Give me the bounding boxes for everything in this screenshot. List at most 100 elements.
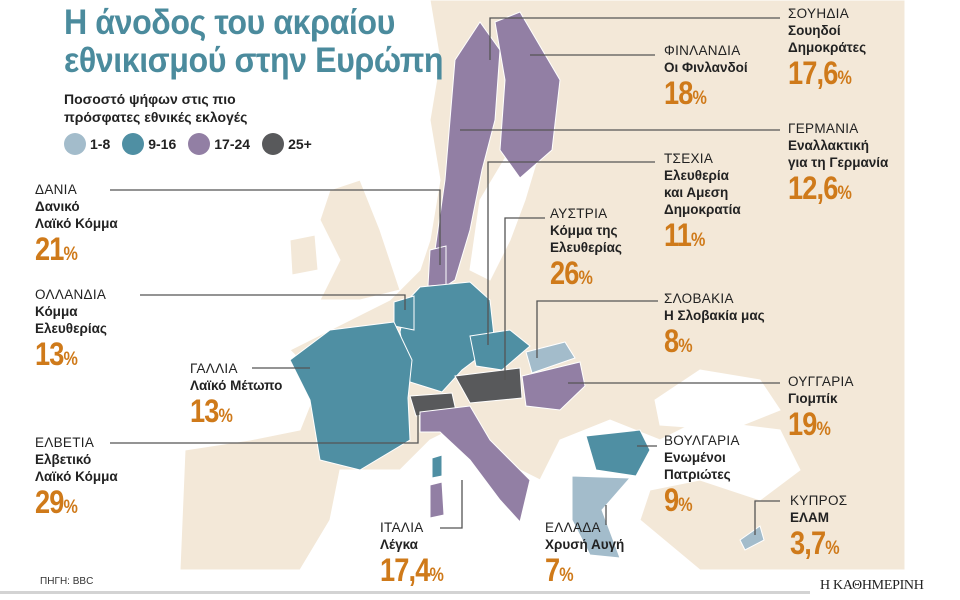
subtitle-line: πρόσφατες εθνικές εκλογές [64,109,248,125]
country-name: ΚΥΠΡΟΣ [790,493,848,508]
legend-label: 9-16 [148,136,177,152]
country-label: ΓΑΛΛΙΑ Λαϊκό Μέτωπο 13% [190,360,282,434]
vote-share: 11% [664,218,729,258]
party-name: Λαϊκό Μέτωπο [190,378,283,393]
legend-swatch [262,133,285,155]
country-name: ΟΥΓΓΑΡΙΑ [788,374,854,389]
finland-shape [494,11,561,179]
corsica-shape [431,454,443,479]
vote-unit: % [578,268,593,289]
bulgaria-shape [585,429,651,477]
vote-share: 13% [190,394,269,434]
footer-rule [0,591,810,594]
country-label: ΙΤΑΛΙΑ Λέγκα 17,4% [380,519,454,593]
vote-unit: % [678,336,692,357]
country-name: ΔΑΝΙΑ [35,182,78,197]
country-label: ΓΕΡΜΑΝΙΑ Εναλλακτική για τη Γερμανία 12,6% [788,120,888,211]
vote-value: 21 [35,231,64,267]
sea-black [654,369,781,431]
vote-share: 18% [664,76,735,116]
legend: 1-8 9-16 17-24 25+ [64,133,318,155]
legend-item: 25+ [262,133,312,155]
country-name: ΓΑΛΛΙΑ [190,361,238,376]
title-line: εθνικισμού στην Ευρώπη [64,41,444,80]
country-label: ΚΥΠΡΟΣ ΕΛΑΜ 3,7% [790,492,847,566]
denmark-shape [427,245,447,287]
party-name: Πατριώτες [664,467,731,482]
vote-unit: % [825,538,839,559]
vote-unit: % [691,230,705,251]
country-label: ΕΛΛΑΔΑ Χρυσή Αυγή 7% [545,519,624,593]
vote-share: 17,6% [788,56,854,96]
italy-shape [419,405,531,524]
legend-label: 17-24 [214,136,251,152]
leader-cyprus [754,500,780,535]
party-name: και Αμεση [664,185,729,200]
page-title: Η άνοδος του ακραίου εθνικισμού στην Ευρ… [64,3,444,80]
legend-swatch [188,133,211,155]
vote-value: 13 [190,393,219,429]
country-name: ΓΕΡΜΑΝΙΑ [788,121,859,136]
country-label: ΒΟΥΛΓΑΡΙΑ Ενωμένοι Πατριώτες 9% [664,432,740,523]
country-label: ΣΛΟΒΑΚΙΑ Η Σλοβακία μας 8% [664,290,765,364]
party-name: Δανικό [35,199,80,214]
country-label: ΟΥΓΓΑΡΙΑ Γιομπίκ 19% [788,373,854,447]
leader-sweden [489,17,780,60]
vote-value: 8 [664,323,679,359]
party-name: Γιομπίκ [788,391,838,406]
country-name: ΕΛΒΕΤΙΑ [35,435,95,450]
leader-italy [440,480,463,529]
legend-label: 1-8 [90,136,111,152]
vote-value: 12,6 [788,170,838,206]
party-name: Λαϊκό Κόμμα [35,469,118,484]
party-name: Ελευθερίας [35,321,107,336]
sweden-shape [434,21,501,291]
vote-share: 9% [664,483,728,523]
france-shape [289,321,413,471]
vote-share: 29% [35,485,105,525]
country-label: ΤΣΕΧΙΑ Ελευθερία και Αμεση Δημοκρατία 11% [664,150,741,258]
vote-value: 9 [664,482,679,518]
party-name: Δημοκρατία [664,202,741,217]
party-name: Ελβετικό [35,452,92,467]
party-name: Δημοκράτες [788,40,867,55]
legend-label: 25+ [288,136,312,152]
cyprus-shape [739,525,765,551]
country-label: ΟΛΛΑΝΔΙΑ Κόμμα Ελευθερίας 13% [35,286,107,377]
vote-share: 8% [664,324,750,364]
party-name: Εναλλακτική [788,138,870,153]
title-line: Η άνοδος του ακραίου [64,3,395,42]
vote-unit: % [837,68,852,89]
legend-swatch [122,133,145,155]
vote-value: 26 [550,255,579,291]
vote-unit: % [63,497,78,518]
source-note: ΠΗΓΗ: BBC [40,576,94,587]
leader-switzerland [110,410,419,444]
leader-denmark [110,189,441,265]
land-ireland [289,234,319,276]
party-name: Ενωμένοι [664,450,726,465]
vote-unit: % [63,349,78,370]
party-name: Κόμμα [35,304,78,319]
vote-unit: % [429,565,444,586]
subtitle-line: Ποσοστό ψήφων στις πιο [64,91,236,107]
vote-value: 18 [664,75,693,111]
party-name: Οι Φινλανδοί [664,60,748,75]
country-label: ΦΙΝΛΑΝΔΙΑ Οι Φινλανδοί 18% [664,42,748,116]
party-name: για τη Γερμανία [788,155,889,170]
country-name: ΙΤΑΛΙΑ [380,520,424,535]
party-name: Λέγκα [380,537,418,552]
party-name: Χρυσή Αυγή [545,537,625,552]
subtitle: Ποσοστό ψήφων στις πιο πρόσφατες εθνικές… [64,90,247,126]
party-name: Η Σλοβακία μας [664,308,765,323]
vote-unit: % [816,419,831,440]
country-name: ΑΥΣΤΡΙΑ [550,206,608,221]
country-label: ΣΟΥΗΔΙΑ Σουηδοί Δημοκράτες 17,6% [788,5,866,96]
sardinia-shape [429,481,445,519]
country-label: ΔΑΝΙΑ Δανικό Λαϊκό Κόμμα 21% [35,181,118,272]
leader-netherlands [140,294,406,310]
country-name: ΣΟΥΗΔΙΑ [788,6,850,21]
legend-swatch [64,133,86,155]
